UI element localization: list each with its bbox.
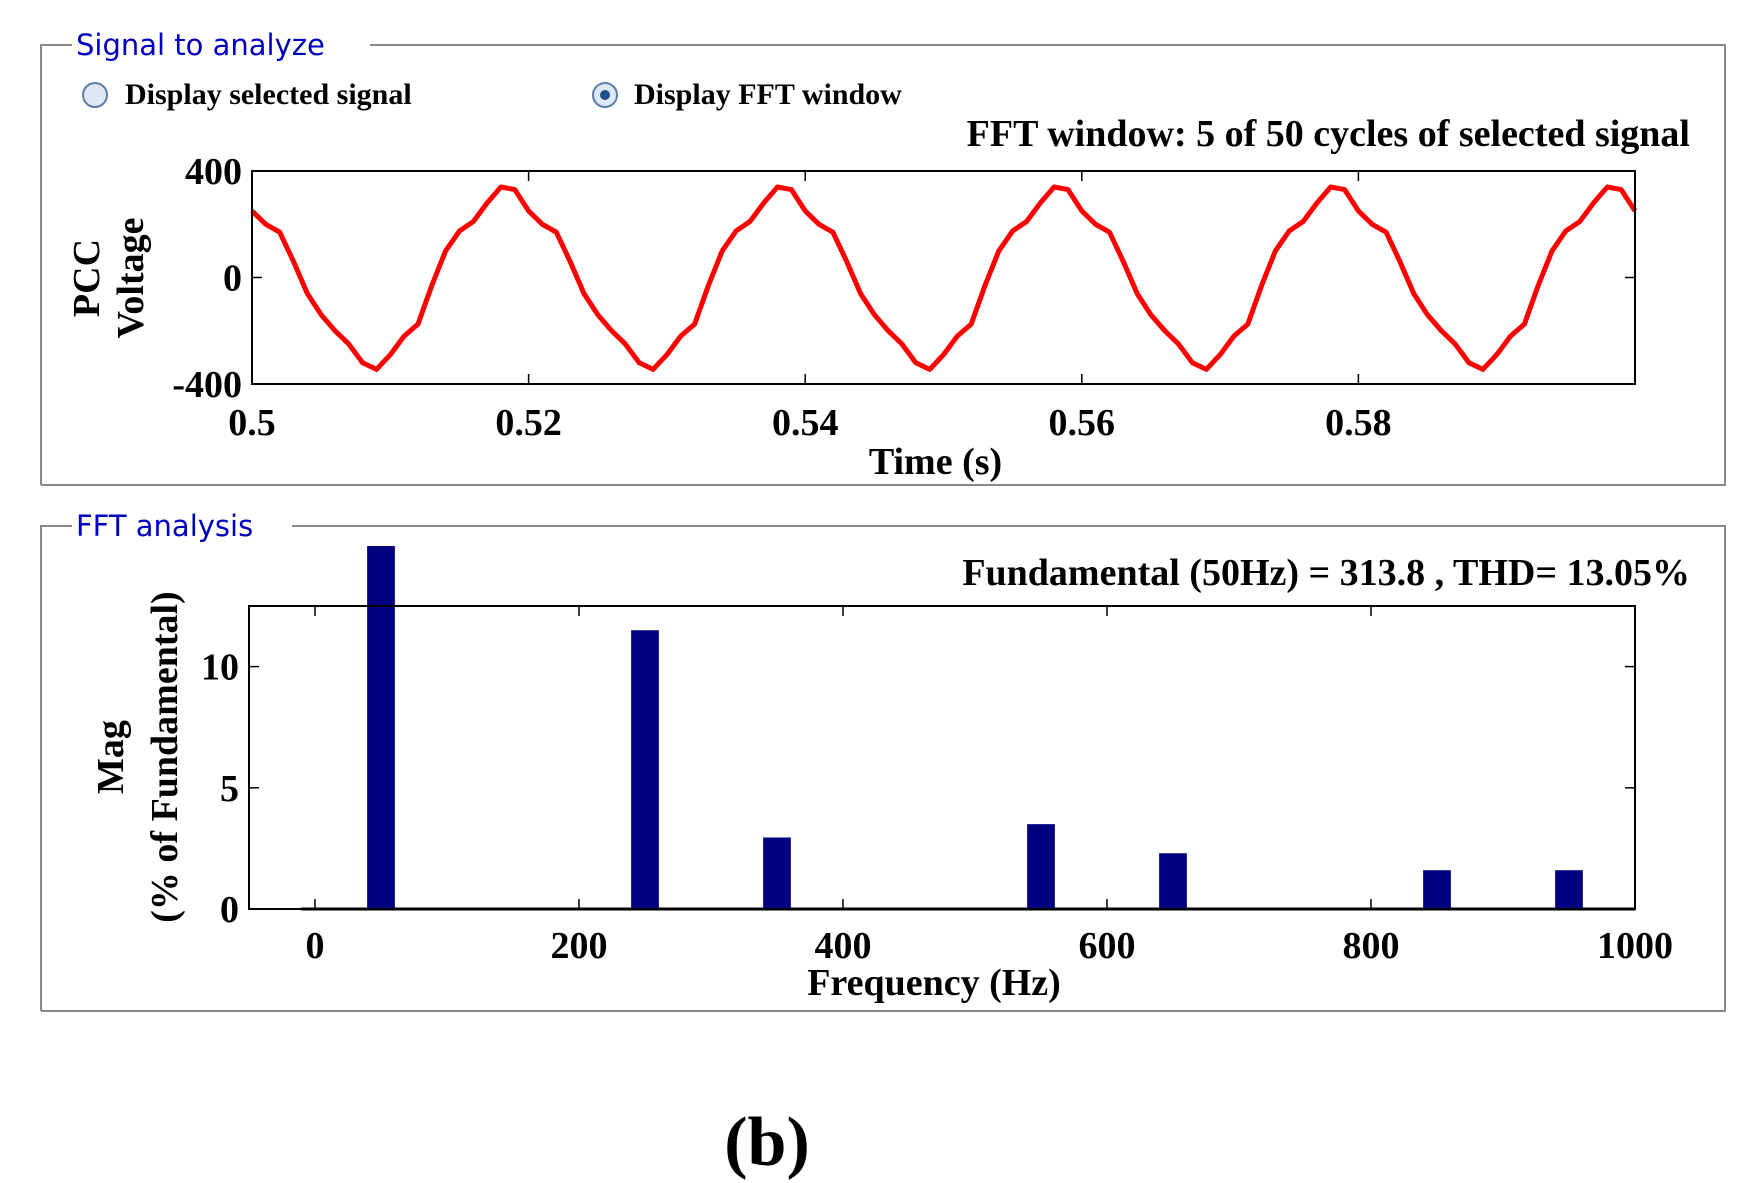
plot-frame xyxy=(248,605,1636,910)
caption: (b) xyxy=(724,1104,810,1181)
y-tick-label: 0 xyxy=(223,258,242,300)
signal-line xyxy=(250,184,1638,372)
bar xyxy=(1027,824,1055,909)
x-tick-label: 0.58 xyxy=(1325,402,1392,444)
panel-frame xyxy=(40,525,1726,1012)
y-axis-label: Mag xyxy=(90,720,132,794)
chart-title: Fundamental (50Hz) = 313.8 , THD= 13.05% xyxy=(962,552,1690,594)
panel-frame xyxy=(40,44,1726,486)
y-axis-label: PCC xyxy=(66,239,108,317)
bar xyxy=(1555,870,1583,909)
bar xyxy=(631,630,659,909)
y-tick-label: 10 xyxy=(201,647,239,689)
x-tick-label: 800 xyxy=(1343,925,1400,967)
panel-title: FFT analysis xyxy=(76,509,253,543)
chart-title: FFT window: 5 of 50 cycles of selected s… xyxy=(967,113,1690,155)
x-tick-label: 0.52 xyxy=(495,402,562,444)
y-tick-label: 5 xyxy=(220,768,239,810)
bar xyxy=(763,837,791,909)
plot-frame xyxy=(251,170,1636,385)
panel-title: Signal to analyze xyxy=(76,28,325,62)
y-tick-label: 400 xyxy=(185,151,242,193)
y-axis-label: Voltage xyxy=(110,217,152,338)
x-tick-label: 200 xyxy=(551,925,608,967)
x-axis-label: Time (s) xyxy=(869,441,1002,483)
x-tick-label: 1000 xyxy=(1597,925,1673,967)
radio-dot xyxy=(600,90,610,100)
bar xyxy=(367,546,395,909)
bar xyxy=(1423,870,1451,909)
y-tick-label: 0 xyxy=(220,889,239,931)
bar xyxy=(1159,853,1187,909)
x-tick-label: 0.56 xyxy=(1049,402,1116,444)
x-axis-label: Frequency (Hz) xyxy=(807,962,1061,1004)
x-tick-label: 0 xyxy=(306,925,325,967)
radio-label[interactable]: Display selected signal xyxy=(125,78,412,111)
radio-label[interactable]: Display FFT window xyxy=(634,78,902,111)
y-tick-label: -400 xyxy=(172,364,242,406)
radio-button[interactable] xyxy=(82,82,108,108)
x-tick-label: 0.5 xyxy=(228,402,276,444)
x-tick-label: 400 xyxy=(815,925,872,967)
x-tick-label: 0.54 xyxy=(772,402,839,444)
x-tick-label: 600 xyxy=(1079,925,1136,967)
y-axis-label: (% of Fundamental) xyxy=(144,591,186,922)
